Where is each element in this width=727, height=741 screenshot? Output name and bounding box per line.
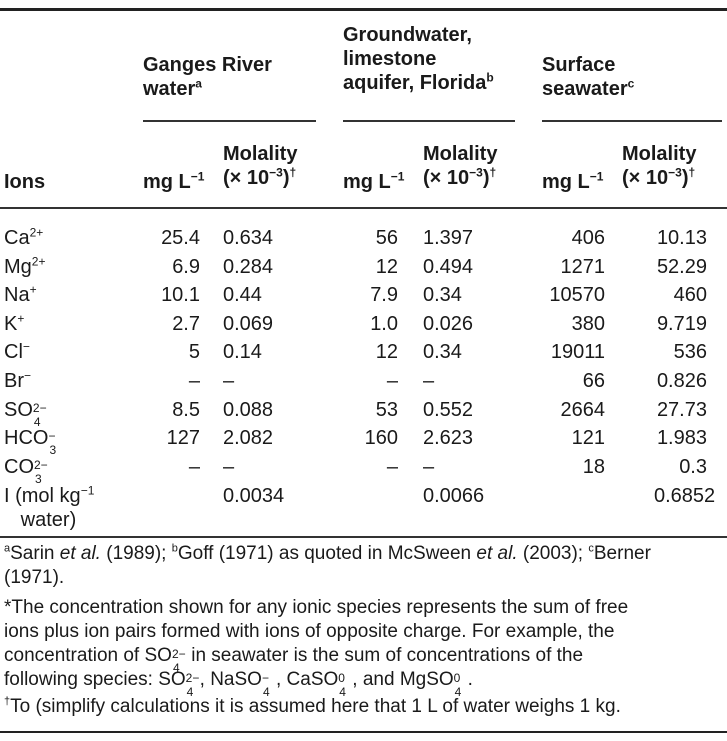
ion-label: SO 2− 4 [4,399,47,429]
group-rule-groundwater [343,120,515,122]
cell-f-mol: – [423,456,435,478]
cell-f-mg: 1.0 [370,313,398,335]
ion-label: K+ [4,311,25,335]
cell-s-mg: 380 [571,313,605,335]
ion-label: HCO −3 [4,427,57,457]
cell-g-mg: 10.1 [161,284,200,306]
col-ganges-molality: Molality (× 10−3)† [223,143,298,189]
cell-s-mol: 9.719 [656,313,707,335]
cell-g-mg: 6.9 [172,256,200,278]
ion-label: Cl− [4,339,30,363]
ion-label: Mg2+ [4,254,46,278]
cell-f-mg: 160 [364,427,398,449]
footnote-dagger: †To (simplify calculations it is assumed… [4,695,621,717]
cell-g-mg: 5 [188,341,200,363]
footnote-references: aSarin et al. (1989); bGoff (1971) as qu… [4,542,651,588]
cell-s-mg: 121 [571,427,605,449]
cell-s-mg: 19011 [550,341,605,363]
ion-label: Br− [4,368,32,392]
cell-s-mol: 0.3 [679,456,707,478]
cell-f-mg: – [386,456,398,478]
cell-s-mg: 1271 [560,256,606,278]
cell-f-mol: 2.623 [423,427,474,449]
cell-g-mol: 0.44 [223,284,262,306]
cell-g-mol: 2.082 [223,427,274,449]
cell-s-mg: 406 [571,227,605,249]
cell-f-mol: 1.397 [423,227,474,249]
cell-g-mol: 0.069 [223,313,274,335]
cell-g-mg: 2.7 [172,313,200,335]
bottom-rule [0,731,727,733]
cell-g-mol: 0.088 [223,399,274,421]
cell-f-mg: – [386,370,398,392]
col-ganges-mg: mg L−1 [143,169,205,193]
cell-g-mol: 0.634 [223,227,274,249]
cell-f-mg: 7.9 [370,284,398,306]
cell-g-mg: 25.4 [161,227,200,249]
cell-s-mol: 0.826 [656,370,707,392]
ionic-strength-label: I (mol kg−1 water) [4,483,95,531]
ionic-strength-seawater: 0.6852 [654,485,716,507]
cell-s-mg: 66 [582,370,605,392]
col-groundwater-molality: Molality (× 10−3)† [423,143,498,189]
col-seawater-molality: Molality (× 10−3)† [622,143,697,189]
cell-g-mol: 0.284 [223,256,274,278]
cell-s-mol: 52.29 [656,256,707,278]
cell-s-mol: 536 [673,341,707,363]
header-ganges: Ganges River watera [143,54,272,100]
ion-label: Na+ [4,282,37,306]
ionic-strength-groundwater: 0.0066 [423,485,485,507]
header-groundwater: Groundwater, limestone aquifer, Floridab [343,24,494,94]
cell-s-mol: 10.13 [656,227,707,249]
header-rule [0,207,727,209]
cell-f-mg: 12 [375,256,398,278]
cell-s-mol: 27.73 [656,399,707,421]
cell-f-mol: 0.34 [423,341,462,363]
cell-g-mg: – [188,456,200,478]
cell-g-mol: – [223,456,235,478]
col-ions: Ions [4,171,46,193]
cell-g-mg: 127 [166,427,200,449]
cell-g-mg: 8.5 [172,399,200,421]
cell-s-mg: 10570 [549,284,605,306]
cell-f-mg: 12 [375,341,398,363]
ion-label: CO 2− 3 [4,456,48,486]
ionic-strength-ganges: 0.0034 [223,485,285,507]
col-seawater-mg: mg L−1 [542,169,604,193]
col-groundwater-mg: mg L−1 [343,169,405,193]
cell-f-mol: – [423,370,435,392]
cell-f-mg: 53 [375,399,398,421]
footnote-rule [0,536,727,538]
cell-g-mg: – [188,370,200,392]
cell-f-mol: 0.026 [423,313,474,335]
cell-f-mol: 0.494 [423,256,474,278]
ion-label: Ca2+ [4,225,44,249]
group-rule-seawater [542,120,722,122]
group-rule-ganges [143,120,316,122]
top-rule [0,8,727,11]
cell-f-mg: 56 [375,227,398,249]
cell-g-mol: 0.14 [223,341,262,363]
cell-s-mg: 18 [582,456,605,478]
cell-s-mg: 2664 [560,399,606,421]
cell-f-mol: 0.34 [423,284,462,306]
cell-s-mol: 1.983 [656,427,707,449]
cell-s-mol: 460 [673,284,707,306]
cell-g-mol: – [223,370,235,392]
header-seawater: Surface seawaterc [542,54,635,100]
cell-f-mol: 0.552 [423,399,474,421]
footnote-asterisk: *The concentration shown for any ionic s… [4,597,629,699]
